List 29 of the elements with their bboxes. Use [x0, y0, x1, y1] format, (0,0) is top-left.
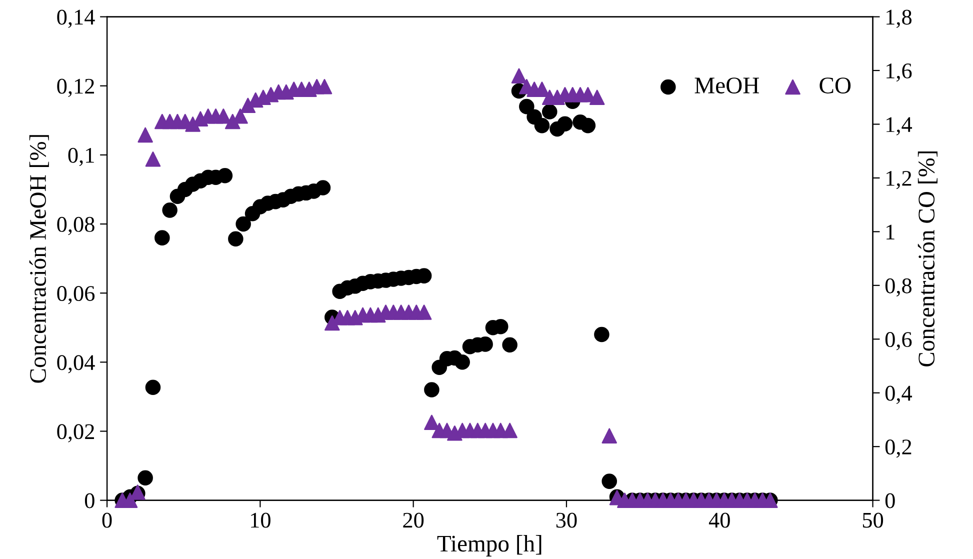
- y-tick-label: 0,1: [68, 148, 94, 166]
- x-tick-label: 50: [862, 512, 884, 528]
- y2-tick-label: 1,4: [886, 117, 912, 136]
- y2-axis-title: Concentración CO [%]: [918, 151, 938, 366]
- x-tick-label: 40: [708, 512, 730, 528]
- y2-tick-label: 0,4: [885, 386, 912, 404]
- y2-tick-label: 1,8: [886, 10, 912, 28]
- legend-label: MeOH: [694, 78, 760, 94]
- x-axis-title: Tiempo [h]: [437, 535, 542, 556]
- y-tick-label: 0,06: [57, 286, 95, 304]
- y2-tick-label: 0,6: [885, 332, 912, 350]
- y2-tick-label: 0,8: [885, 278, 912, 297]
- y-tick-label: 0,04: [57, 355, 95, 374]
- y-tick-label: 0: [84, 493, 94, 508]
- y2-tick-label: 1,2: [886, 170, 912, 190]
- x-tick-label: 10: [251, 512, 270, 528]
- y2-tick-label: 0: [885, 493, 895, 508]
- y-tick-label: 0,14: [57, 10, 95, 28]
- y2-tick-label: 0,2: [885, 440, 912, 458]
- y-tick-label: 0,08: [57, 216, 94, 236]
- x-tick-label: 30: [556, 512, 577, 528]
- y-tick-label: 0,02: [57, 424, 94, 442]
- y2-tick-label: 1,6: [886, 63, 912, 82]
- y-axis-title: Concentración MeOH [%]: [29, 135, 49, 383]
- y2-tick-label: 1: [886, 224, 894, 240]
- x-tick-label: 20: [403, 512, 424, 528]
- y-tick-label: 0,12: [57, 78, 94, 97]
- x-tick-label: 0: [102, 512, 112, 528]
- legend-label: CO: [820, 78, 851, 94]
